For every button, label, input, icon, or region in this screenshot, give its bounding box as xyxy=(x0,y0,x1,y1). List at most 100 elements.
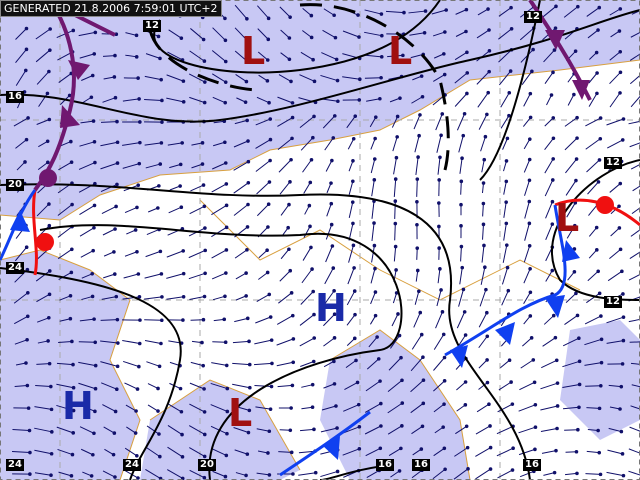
wind-arrow xyxy=(255,118,271,126)
wind-arrow-head xyxy=(379,401,383,406)
wind-arrow-head xyxy=(335,78,340,83)
wind-arrow xyxy=(566,225,576,239)
wind-arrow-head xyxy=(399,446,403,451)
wind-arrow xyxy=(81,273,93,279)
wind-arrow-head xyxy=(351,179,355,184)
wind-arrow xyxy=(478,382,488,390)
wind-arrow xyxy=(234,4,248,20)
wind-arrow-head xyxy=(488,445,493,450)
wind-arrow-head xyxy=(621,315,626,319)
wind-arrow xyxy=(16,161,26,171)
wind-arrow-head xyxy=(331,266,336,270)
wind-arrow-head xyxy=(156,386,160,391)
wind-arrow-head xyxy=(93,160,97,165)
wind-arrow xyxy=(100,361,118,367)
wind-arrow-head xyxy=(223,474,228,479)
wind-arrow xyxy=(437,157,441,175)
wind-arrow xyxy=(458,135,464,153)
wind-arrow xyxy=(58,340,72,344)
wind-arrow xyxy=(301,406,313,410)
wind-arrow xyxy=(628,120,640,125)
wind-arrow xyxy=(167,446,183,458)
wind-arrow-head xyxy=(507,358,512,362)
wind-arrow xyxy=(35,384,51,388)
wind-arrow xyxy=(166,97,184,103)
wind-arrow xyxy=(279,6,291,18)
wind-arrow xyxy=(387,379,403,393)
wind-arrow-head xyxy=(136,476,140,480)
wind-arrow-head xyxy=(555,381,560,385)
wind-arrow xyxy=(147,404,159,412)
wind-arrow xyxy=(167,142,183,146)
wind-arrow xyxy=(607,139,623,149)
wind-arrow-head xyxy=(462,111,467,116)
wind-arrow xyxy=(188,425,206,435)
wind-arrow xyxy=(585,138,601,150)
wind-arrow-head xyxy=(113,475,117,479)
wind-arrow-head xyxy=(527,221,532,226)
wind-arrow-head xyxy=(507,90,512,95)
wind-arrow xyxy=(56,362,74,366)
wind-arrow-head xyxy=(115,317,120,322)
wind-arrow-head xyxy=(528,314,533,318)
wind-arrow-head xyxy=(443,30,447,34)
wind-arrow-head xyxy=(574,449,579,454)
wind-arrow xyxy=(433,74,445,82)
wind-arrow-head xyxy=(265,248,269,253)
wind-arrow xyxy=(630,229,640,237)
wind-arrow-head xyxy=(487,69,491,74)
wind-arrow-head xyxy=(268,158,272,163)
wind-arrow-head xyxy=(574,178,578,183)
wind-arrow xyxy=(388,447,402,457)
wind-arrow xyxy=(169,163,181,169)
wind-arrow-head xyxy=(484,287,488,292)
wind-arrow xyxy=(564,315,578,325)
wind-arrow-head xyxy=(553,335,558,340)
wind-arrow xyxy=(584,338,602,346)
wind-arrow-head xyxy=(311,135,315,140)
wind-arrow-head xyxy=(92,225,96,230)
wind-arrow xyxy=(323,8,335,16)
wind-arrow xyxy=(476,29,490,39)
wind-arrow xyxy=(235,272,247,280)
wind-arrow-head xyxy=(91,119,96,123)
wind-arrow-head xyxy=(25,337,29,342)
wind-arrow-head xyxy=(223,294,227,299)
wind-arrow-head xyxy=(47,69,51,74)
wind-arrow-head xyxy=(312,312,316,317)
wind-arrow xyxy=(233,204,249,216)
wind-arrow xyxy=(234,50,248,62)
wind-arrow xyxy=(500,92,510,108)
wind-arrow xyxy=(146,228,160,236)
wind-arrow xyxy=(79,318,95,322)
wind-arrow-head xyxy=(93,409,97,414)
wind-arrow-head xyxy=(551,116,556,120)
wind-arrow xyxy=(303,182,311,194)
wind-arrow-head xyxy=(91,452,95,457)
wind-arrow xyxy=(432,31,446,37)
wind-arrow xyxy=(299,116,315,128)
wind-arrow xyxy=(586,450,600,454)
wind-arrow xyxy=(370,158,376,174)
wind-arrow-head xyxy=(528,290,533,295)
wind-arrow xyxy=(543,49,555,63)
wind-arrow xyxy=(189,382,205,390)
low-pressure-center: L xyxy=(228,391,253,435)
wind-arrow xyxy=(166,296,184,300)
wind-arrow-head xyxy=(115,364,120,369)
wind-arrow-head xyxy=(70,339,74,344)
wind-arrow-head xyxy=(266,451,270,455)
wind-arrow xyxy=(496,425,514,435)
wind-arrow xyxy=(545,270,553,282)
wind-arrow xyxy=(12,450,30,454)
wind-arrow xyxy=(38,93,48,107)
wind-arrow xyxy=(144,340,162,344)
wind-arrow-head xyxy=(93,30,98,35)
wind-arrow-head xyxy=(486,90,491,95)
wind-arrow-head xyxy=(137,364,141,369)
wind-arrow xyxy=(371,223,375,241)
wind-arrow xyxy=(301,268,313,284)
wind-arrow xyxy=(280,29,290,39)
wind-arrow xyxy=(144,273,162,279)
wind-arrow xyxy=(145,250,161,258)
